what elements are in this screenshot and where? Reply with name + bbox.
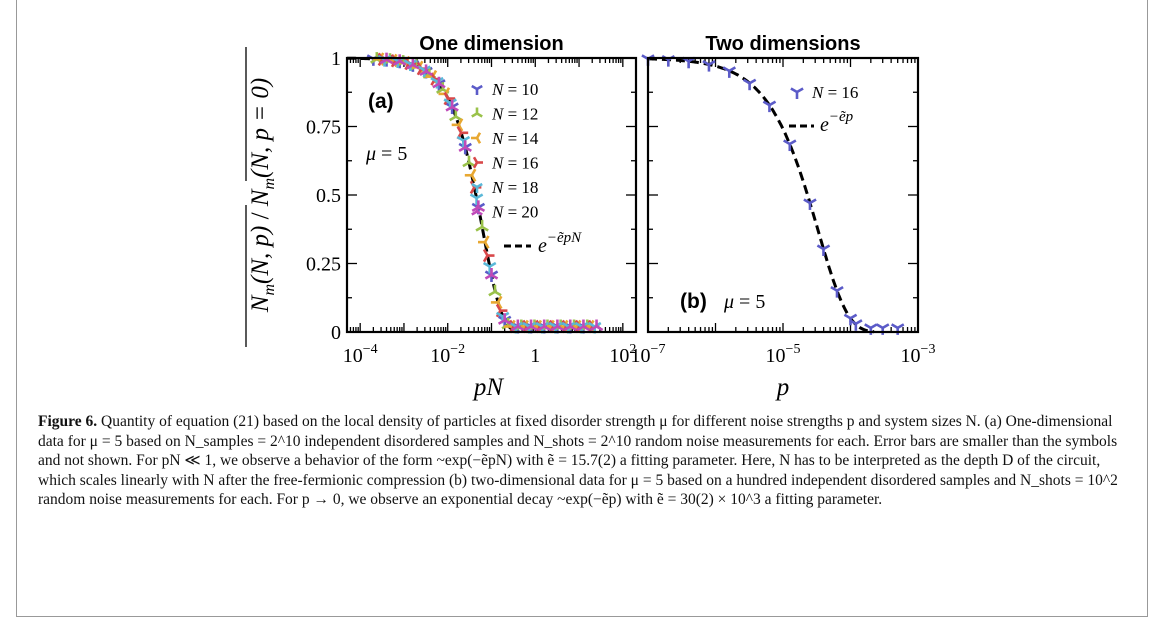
data-point [482, 261, 497, 274]
panel-title: Two dimensions [705, 33, 860, 55]
data-point [451, 118, 464, 132]
x-tick-label: 1 [530, 345, 540, 367]
legend-fit-label: e−ẽp [820, 109, 854, 136]
data-point [445, 100, 459, 112]
data-point [497, 313, 512, 325]
panel-letter: (b) [680, 290, 707, 313]
y-tick-label: 0.25 [306, 254, 341, 276]
data-point [849, 319, 863, 331]
data-point [432, 76, 446, 89]
legend-entry: N = 14 [491, 129, 539, 148]
x-tick-label: 102 [609, 342, 636, 367]
data-point [783, 139, 797, 152]
data-point [456, 135, 471, 148]
data-point [550, 319, 565, 332]
data-point [490, 295, 503, 310]
figure-caption: Figure 6. Quantity of equation (21) base… [38, 412, 1128, 510]
plot-area-frame [646, 56, 920, 334]
data-point [702, 59, 716, 72]
legend-entry: N = 20 [491, 203, 538, 222]
caption-label: Figure 6. [38, 413, 98, 430]
data-point [563, 319, 578, 332]
data-point [469, 193, 484, 206]
data-point [419, 64, 433, 77]
legend-marker [472, 156, 483, 169]
data-point [762, 100, 777, 113]
legend-entry: N = 12 [491, 105, 538, 124]
legend-marker [471, 132, 482, 144]
series-N-20 [379, 52, 604, 332]
series-N-12 [370, 52, 594, 332]
panel-letter: (a) [368, 90, 394, 113]
series-N-14 [372, 52, 595, 334]
data-point [511, 319, 525, 332]
data-point [524, 319, 538, 332]
panel-b: Two dimensions 10−7 10−5 10−3 p N = 16 e−ẽp (b)… [631, 33, 936, 401]
caption-text: Quantity of equation (21) based on the l… [38, 413, 1118, 508]
data-point [477, 235, 490, 249]
x-tick-label: 10−5 [766, 342, 801, 367]
x-tick-label: 10−7 [631, 342, 666, 367]
data-point [890, 323, 905, 335]
y-tick-label: 0 [331, 322, 341, 344]
legend-entry: N = 10 [491, 80, 538, 99]
data-point [589, 319, 604, 332]
data-point [830, 285, 844, 298]
x-tick-label: 10−4 [343, 342, 378, 367]
data-point [488, 284, 502, 297]
legend-entry: N = 16 [811, 83, 858, 102]
legend-marker [471, 107, 483, 118]
legend-marker [790, 87, 804, 99]
mu-annotation: μ = 5 [723, 291, 765, 313]
legend-entry: N = 18 [491, 178, 538, 197]
x-axis-label: p [775, 374, 790, 401]
data-point [484, 268, 499, 280]
legend-marker [471, 182, 483, 193]
y-axis-label-text: Nm(N, p) / Nm(N, p = 0) [247, 78, 278, 313]
data-point [458, 140, 472, 152]
panel-a: One dimension 10−4 10−2 1 102 0 0.25 0.5 0.75 1 pN… [306, 33, 638, 401]
y-tick-label: 0.75 [306, 117, 341, 139]
data-point [722, 66, 737, 78]
data-point [482, 248, 495, 263]
data-point [537, 319, 551, 332]
series-N-16 [641, 54, 905, 335]
x-axis-label: pN [472, 374, 505, 401]
legend-fit-label: e−ẽpN [538, 230, 582, 257]
data-point [875, 323, 890, 335]
legend-entry: N = 16 [491, 154, 538, 173]
x-tick-label: 10−2 [430, 342, 465, 367]
series-N-16 [377, 52, 600, 334]
data-point [576, 319, 591, 332]
y-axis-label: Nm(N, p) / Nm(N, p = 0) [245, 47, 278, 347]
series-N-10 [366, 54, 591, 334]
legend-marker [471, 205, 483, 216]
legend-marker [471, 84, 483, 95]
data-point [742, 78, 757, 91]
mu-annotation: μ = 5 [365, 143, 407, 165]
y-tick-label: 0.5 [316, 185, 341, 207]
x-tick-label: 10−3 [901, 342, 936, 367]
plot-area-frame [345, 56, 638, 334]
data-point [803, 198, 817, 210]
series-N-18 [377, 55, 602, 334]
data-point [816, 244, 831, 256]
panel-title: One dimension [419, 33, 563, 55]
data-point [475, 220, 489, 232]
y-tick-label: 1 [331, 48, 341, 70]
data-point [464, 168, 477, 183]
